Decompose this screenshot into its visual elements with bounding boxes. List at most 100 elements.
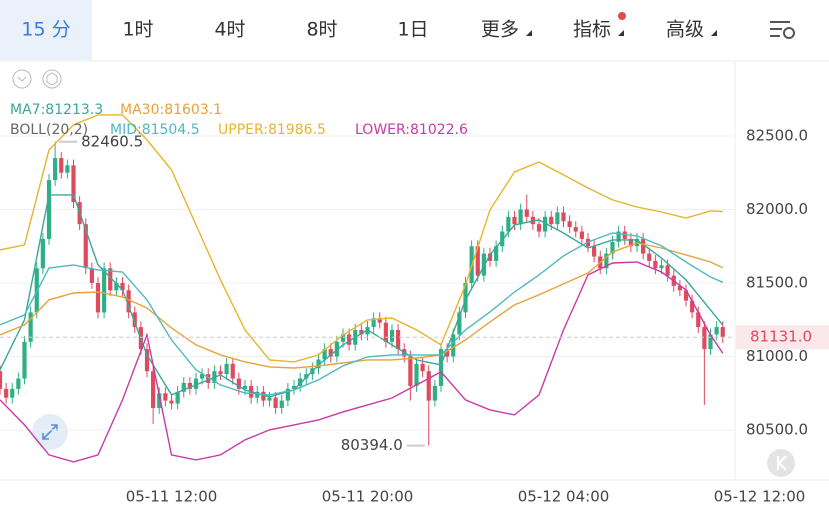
tab[interactable]: 15 分 bbox=[21, 19, 70, 41]
candle-body bbox=[524, 209, 529, 217]
candle-body bbox=[175, 391, 180, 404]
candle-body bbox=[604, 253, 609, 269]
candle-body bbox=[4, 388, 9, 398]
candle-body bbox=[396, 330, 401, 350]
candle-body bbox=[371, 318, 376, 328]
candle-body bbox=[46, 180, 52, 239]
x-tick-label: 05-12 04:00 bbox=[518, 488, 610, 506]
candle-body bbox=[432, 385, 437, 401]
candle-body bbox=[16, 378, 21, 389]
tab[interactable]: 1时 bbox=[122, 19, 153, 41]
candle-body bbox=[690, 300, 695, 313]
candle-body bbox=[151, 371, 156, 408]
candle-body bbox=[494, 246, 499, 261]
indicator-line bbox=[0, 261, 724, 463]
active-tab-bg bbox=[0, 0, 92, 60]
candle-body bbox=[267, 397, 272, 401]
candle-body bbox=[512, 216, 517, 225]
candle-body bbox=[543, 216, 548, 232]
candle-body bbox=[322, 349, 327, 360]
candle-body bbox=[224, 363, 229, 375]
candle-body bbox=[279, 400, 284, 408]
tab[interactable]: 4时 bbox=[214, 19, 245, 41]
candle-body bbox=[481, 253, 486, 276]
candle-body bbox=[291, 385, 297, 389]
candle-body bbox=[665, 265, 670, 276]
candle-body bbox=[506, 216, 511, 232]
candle-body bbox=[255, 391, 260, 398]
candle-body bbox=[144, 349, 150, 372]
candle-body bbox=[102, 268, 107, 313]
tab[interactable]: 更多 bbox=[481, 19, 519, 41]
candle-body bbox=[573, 227, 578, 232]
candle-body bbox=[206, 374, 211, 383]
candle-body bbox=[389, 330, 395, 342]
tab[interactable]: 8时 bbox=[306, 19, 337, 41]
candle-body bbox=[193, 378, 199, 389]
candle-body bbox=[181, 382, 186, 392]
candle-body bbox=[298, 378, 303, 386]
candle-body bbox=[340, 334, 346, 342]
candle-body bbox=[236, 378, 241, 389]
candle-body bbox=[567, 221, 572, 228]
candle-body bbox=[22, 341, 27, 379]
chart-tool-icons[interactable] bbox=[12, 69, 62, 89]
candle-body bbox=[383, 322, 388, 342]
candle-body bbox=[230, 363, 235, 379]
legend-entry: MID:81504.5 bbox=[110, 122, 200, 138]
candle-body bbox=[261, 391, 266, 401]
tab[interactable]: 高级 bbox=[666, 19, 704, 41]
last-price-box bbox=[736, 325, 829, 350]
candle-body bbox=[451, 334, 456, 357]
candle-body bbox=[10, 388, 15, 398]
candle-body bbox=[708, 334, 713, 350]
candle-body bbox=[647, 253, 652, 261]
tab[interactable]: 指标 bbox=[573, 19, 611, 41]
max-label: 82460.5 bbox=[81, 132, 143, 150]
candle-body bbox=[408, 356, 413, 386]
candle-body bbox=[328, 349, 333, 357]
candle-body bbox=[683, 290, 689, 301]
legend-entry: MA30:81603.1 bbox=[120, 102, 222, 118]
candle-body bbox=[653, 260, 658, 269]
expand-button[interactable] bbox=[32, 414, 68, 450]
candle-body bbox=[420, 363, 425, 372]
dropdown-caret bbox=[618, 30, 624, 36]
candle-body bbox=[445, 349, 450, 357]
candle-body bbox=[475, 246, 480, 276]
dropdown-caret bbox=[711, 30, 717, 36]
candle-body bbox=[120, 282, 125, 291]
candle-body bbox=[108, 268, 113, 291]
x-tick-label: 05-12 12:00 bbox=[714, 488, 806, 506]
candle-body bbox=[659, 265, 664, 269]
candle-body bbox=[359, 330, 364, 335]
y-tick-label: 81000.0 bbox=[746, 347, 808, 365]
candle-body bbox=[114, 282, 119, 291]
candle-body bbox=[89, 268, 94, 283]
tab[interactable]: 1日 bbox=[397, 19, 428, 41]
y-tick-label: 82500.0 bbox=[746, 126, 808, 144]
candle-body bbox=[218, 371, 223, 375]
legend-entry: MA7:81213.3 bbox=[10, 102, 103, 118]
candle-body bbox=[610, 241, 615, 254]
candle-body bbox=[132, 312, 137, 328]
candle-body bbox=[28, 312, 33, 342]
candle-body bbox=[677, 285, 682, 291]
k-button[interactable] bbox=[767, 449, 795, 477]
legend-entry: BOLL(20,2) bbox=[10, 122, 88, 138]
badge-dot bbox=[618, 12, 626, 20]
legend-entry: LOWER:81022.6 bbox=[355, 122, 468, 138]
dropdown-caret bbox=[526, 30, 532, 36]
candle-body bbox=[714, 327, 719, 335]
indicator-line bbox=[0, 242, 724, 369]
candle-body bbox=[95, 282, 101, 313]
settings-icon[interactable] bbox=[770, 21, 795, 39]
candle-body bbox=[200, 374, 205, 379]
y-tick-label: 82000.0 bbox=[746, 200, 808, 218]
candle-body bbox=[40, 238, 45, 269]
candle-body bbox=[720, 327, 725, 338]
candle-body bbox=[59, 158, 64, 173]
candle-body bbox=[616, 231, 621, 242]
